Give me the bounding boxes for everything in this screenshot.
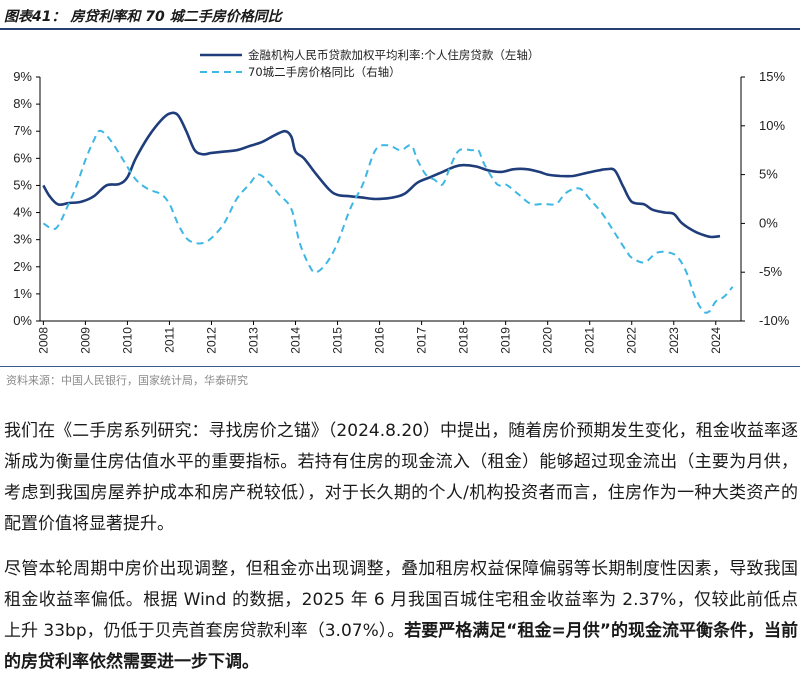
paragraph-2: 尽管本轮周期中房价出现调整，但租金亦出现调整，叠加租房权益保障偏弱等长期制度性因… <box>4 554 798 678</box>
paragraph-2-bold: 若要严格满足“租金=月供”的现金流平衡条件，当前的房贷利率依然需要进一步下调。 <box>4 621 799 672</box>
right-tick-label: -10% <box>759 313 790 328</box>
figure-title: 图表41： 房贷利率和 70 城二手房价格同比 <box>4 9 282 25</box>
x-tick-label: 2017 <box>415 327 429 354</box>
right-tick-label: -5% <box>759 264 783 279</box>
left-tick-label: 2% <box>13 259 32 274</box>
x-tick-label: 2014 <box>289 327 303 354</box>
mortgage-rate-line <box>42 111 721 239</box>
legend-label: 金融机构人民币贷款加权平均利率:个人住房贷款（左轴） <box>248 48 539 62</box>
left-tick-label: 5% <box>13 177 32 192</box>
right-tick-label: 0% <box>759 215 778 230</box>
x-tick-label: 2024 <box>709 327 723 354</box>
x-tick-label: 2012 <box>204 327 218 354</box>
x-tick-label: 2011 <box>162 327 176 353</box>
chart-series <box>42 111 734 314</box>
x-tick-label: 2013 <box>246 327 260 354</box>
right-tick-label: 5% <box>759 167 778 182</box>
left-tick-label: 3% <box>13 232 32 247</box>
x-tick-label: 2019 <box>499 327 513 354</box>
secondhand-price-yoy-line <box>42 129 734 314</box>
line-chart: 0% 1% 2% 3% 4% 5% 6% 7% 8% 9% -10% -5% 0% 5% 10% 15% 200… <box>13 48 790 354</box>
x-tick-label: 2016 <box>373 327 387 354</box>
left-tick-label: 4% <box>13 205 32 220</box>
x-tick-label: 2009 <box>78 327 92 354</box>
paragraph-1: 我们在《二手房系列研究：寻找房价之锚》（2024.8.20）中提出，随着房价预期… <box>4 421 798 534</box>
x-tick-label: 2008 <box>36 327 50 354</box>
left-tick-label: 1% <box>13 286 32 301</box>
x-tick-label: 2021 <box>583 327 597 354</box>
chart-legend: 金融机构人民币贷款加权平均利率:个人住房贷款（左轴） 70城二手房价格同比（右轴） <box>200 48 539 79</box>
x-tick-label: 2015 <box>331 327 345 354</box>
left-tick-label: 0% <box>13 313 32 328</box>
left-tick-label: 7% <box>13 123 32 138</box>
left-tick-label: 9% <box>13 69 32 84</box>
x-tick-label: 2010 <box>120 327 134 354</box>
legend-label: 70城二手房价格同比（右轴） <box>248 65 401 79</box>
source-divider <box>0 366 800 367</box>
source-note: 资料来源：中国人民银行，国家统计局，华泰研究 <box>6 374 248 387</box>
left-tick-label: 6% <box>13 150 32 165</box>
chart-axes: 0% 1% 2% 3% 4% 5% 6% 7% 8% 9% -10% -5% 0% 5% 10% 15% 200… <box>13 69 790 354</box>
title-divider <box>0 28 800 30</box>
paragraph-2-text: 尽管本轮周期中房价出现调整，但租金亦出现调整，叠加租房权益保障偏弱等长期制度性因… <box>4 559 798 641</box>
left-tick-label: 8% <box>13 96 32 111</box>
x-tick-label: 2022 <box>625 327 639 354</box>
right-tick-label: 10% <box>759 118 785 133</box>
right-tick-label: 15% <box>759 69 785 84</box>
x-tick-label: 2020 <box>541 327 555 354</box>
x-tick-label: 2018 <box>457 327 471 354</box>
x-tick-label: 2023 <box>667 327 681 354</box>
